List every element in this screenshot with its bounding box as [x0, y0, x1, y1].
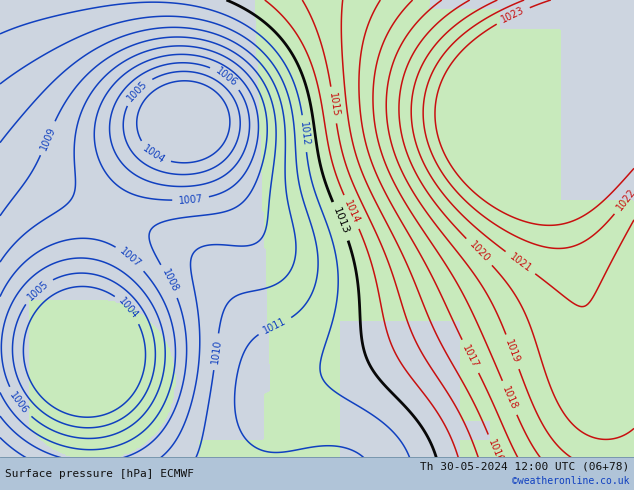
- Text: 1011: 1011: [262, 316, 288, 336]
- Text: 1015: 1015: [327, 92, 340, 118]
- Text: 1004: 1004: [117, 296, 140, 321]
- Bar: [0, 457, 634, 490]
- Text: 1004: 1004: [141, 143, 167, 165]
- Text: 1021: 1021: [508, 251, 533, 274]
- Text: 1009: 1009: [38, 125, 57, 151]
- Text: 1005: 1005: [126, 78, 150, 103]
- Text: 1008: 1008: [160, 268, 179, 294]
- Text: 1022: 1022: [614, 187, 634, 212]
- Text: 1014: 1014: [342, 199, 361, 225]
- Text: 1018: 1018: [500, 385, 519, 411]
- Text: 1006: 1006: [8, 390, 30, 416]
- Text: Surface pressure [hPa] ECMWF: Surface pressure [hPa] ECMWF: [5, 468, 194, 479]
- Text: 1010: 1010: [23, 473, 50, 490]
- Text: 1016: 1016: [486, 439, 505, 465]
- Text: 1010: 1010: [210, 339, 223, 365]
- Text: ©weatheronline.co.uk: ©weatheronline.co.uk: [512, 476, 629, 486]
- Text: 1017: 1017: [460, 343, 481, 369]
- Text: 1006: 1006: [213, 65, 239, 88]
- Text: 1013: 1013: [331, 206, 351, 236]
- Text: 1012: 1012: [298, 121, 311, 147]
- Text: Th 30-05-2024 12:00 UTC (06+78): Th 30-05-2024 12:00 UTC (06+78): [420, 461, 629, 471]
- Text: 1005: 1005: [25, 278, 50, 302]
- Text: 1019: 1019: [503, 339, 522, 365]
- Text: 1023: 1023: [500, 5, 526, 25]
- Text: 1007: 1007: [178, 194, 204, 205]
- Text: 1020: 1020: [467, 240, 491, 264]
- Text: 1007: 1007: [118, 246, 143, 270]
